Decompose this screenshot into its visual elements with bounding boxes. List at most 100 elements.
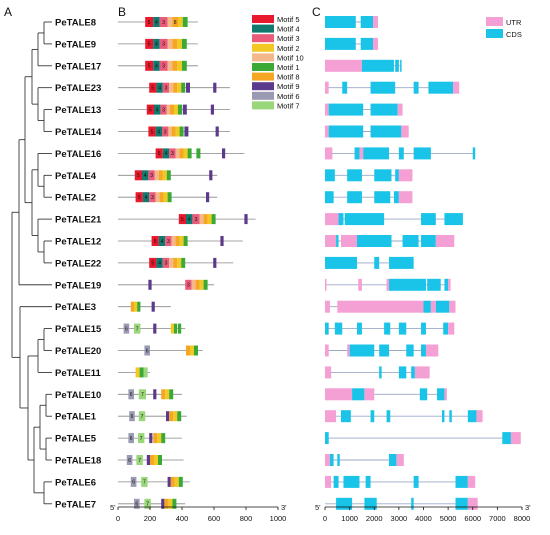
motif-box [151,301,155,312]
gene-name: PeTALE9 [55,39,96,50]
motif-box [169,148,176,159]
motif-box [159,60,168,71]
motif-box [172,498,177,509]
motif-box [151,236,159,246]
gene-name: PeTALE15 [55,324,102,335]
motif-box [177,257,182,268]
cds-block [411,497,414,510]
motif-box [153,60,160,71]
motif-box [183,236,188,246]
cds-block [398,366,407,379]
motif-box [184,126,189,137]
motif-box [148,170,155,181]
motif-box [139,367,144,378]
motif-box [182,17,188,27]
gene-name: PeTALE18 [55,456,101,467]
motif-box [153,17,160,27]
cds-block [467,410,477,423]
utr-block [373,37,378,50]
utr-block [435,235,455,247]
motif-box [168,498,173,509]
motif-box [142,170,149,181]
motif-box [178,476,183,487]
legend-label: Motif 3 [277,34,300,43]
motif-box [174,323,178,334]
cds-block [384,322,391,335]
motif-box [138,389,146,400]
utr-block [325,475,332,488]
motif-number: 5 [148,64,151,70]
cds-block [334,322,343,335]
cds-block [338,213,344,226]
cds-block [360,37,374,50]
motif-box [149,82,157,93]
motif-box [194,345,198,356]
cds-block [336,235,339,247]
motif-box [159,192,164,203]
tick-label: 0 [116,514,120,523]
motif-number: 7 [141,392,144,398]
motif-number: 3 [195,217,198,223]
motif-number: 6 [130,436,133,442]
motif-box [167,60,173,71]
cds-block [370,125,402,138]
tick-label: 2000 [366,514,383,523]
gene-name: PeTALE8 [55,18,96,29]
cds-block [349,344,375,357]
legend-label: Motif 6 [277,92,300,101]
motif-box [128,433,134,444]
motif-box [169,257,174,268]
motif-number: 3 [171,151,174,157]
motif-box [156,82,163,93]
motif-box [165,389,170,400]
motif-box [144,498,151,509]
motif-box [171,126,176,137]
motif-number: 5 [158,151,161,157]
cds-block [360,16,374,28]
cds-block [347,191,362,204]
three-prime-label: 3' [281,503,287,512]
utr-block [325,300,330,313]
motif-number: 4 [158,86,161,92]
motif-number: 7 [143,480,146,486]
cds-block [325,432,329,445]
legend-label: Motif 7 [277,101,300,110]
cds-block [325,191,334,204]
motif-box [222,148,226,159]
utr-block [467,497,478,510]
legend-swatch [252,15,274,23]
motif-box [174,476,179,487]
cds-block [395,59,399,72]
utr-block [414,366,430,379]
cds-block [344,213,385,226]
motif-box [195,279,200,290]
utr-block [386,278,390,291]
motif-box [136,455,143,465]
motif-box [155,148,163,159]
cds-block [413,475,419,488]
cds-block [402,235,419,247]
motif-number: 6 [131,414,134,420]
motif-box [186,214,193,225]
motif-number: 5 [151,86,154,92]
motif-number: 4 [161,239,164,245]
utr-block [325,366,332,379]
motif-box [178,323,182,334]
motif-box [154,104,161,115]
cds-block [441,410,445,423]
cds-block [428,81,454,94]
motif-number: 5 [181,217,184,223]
gene-name: PeTALE14 [55,127,102,138]
cds-block [341,410,351,423]
motif-box [154,170,159,181]
motif-box [173,257,178,268]
motif-box [153,38,160,49]
motif-box [155,126,162,137]
cds-block [413,147,431,160]
motif-number: 3 [167,239,170,245]
motif-number: 3 [165,261,168,267]
motif-box [129,411,135,422]
motif-number: 4 [165,151,168,157]
motif-box [162,82,170,93]
utr-block [359,147,364,160]
